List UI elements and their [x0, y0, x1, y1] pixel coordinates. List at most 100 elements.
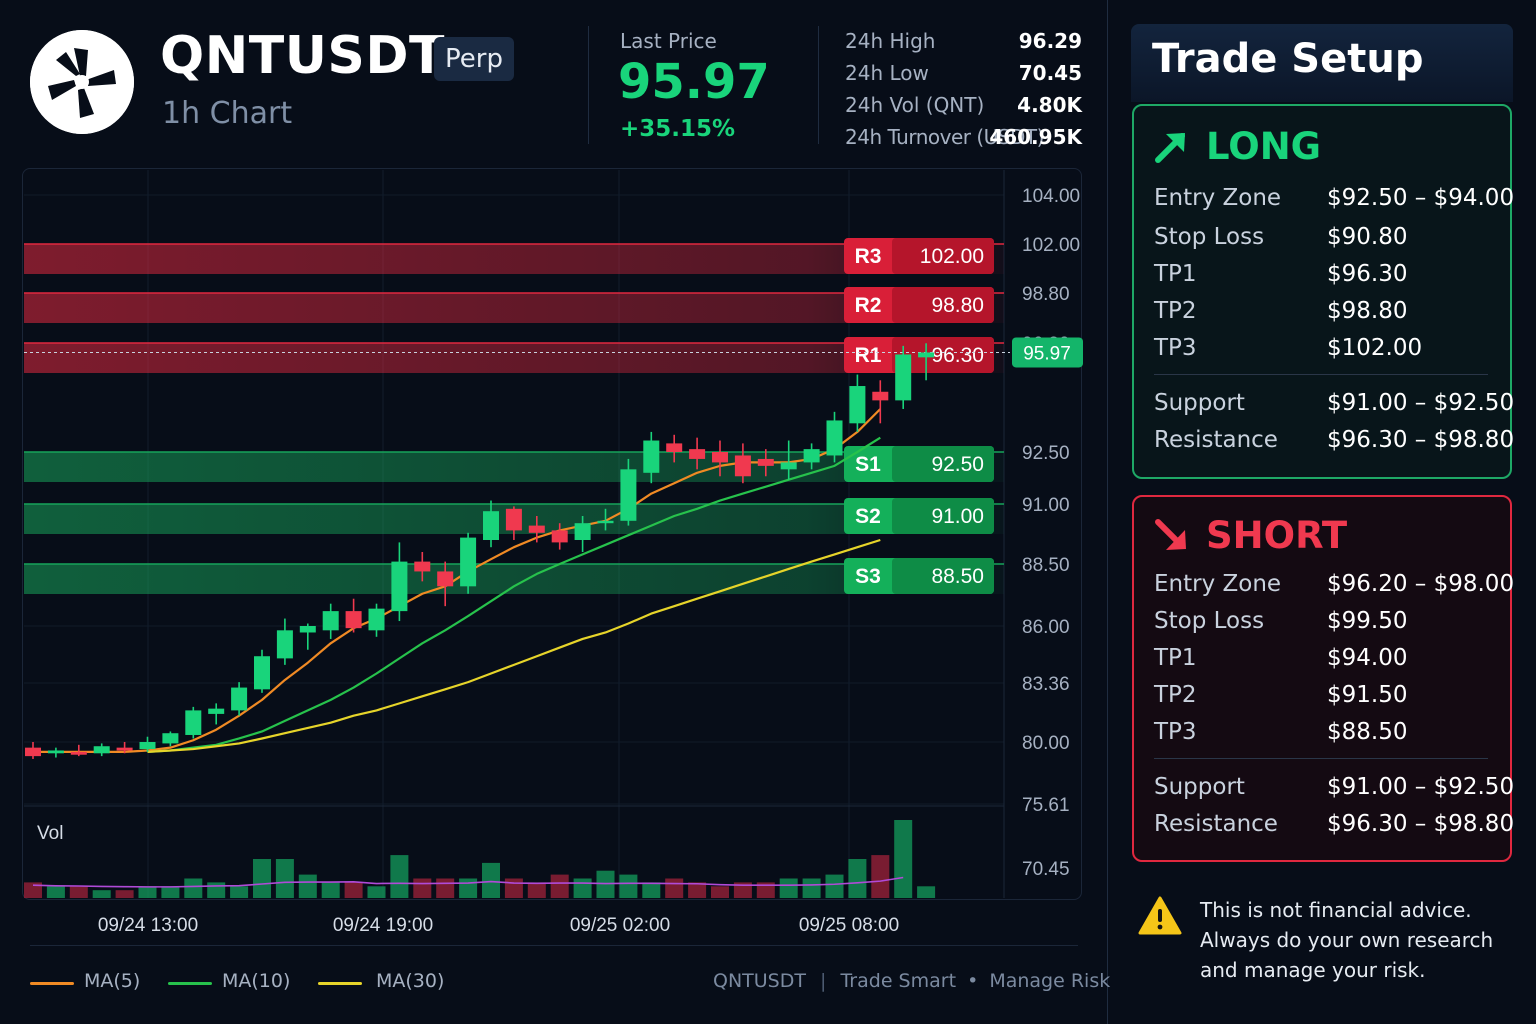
level-value-s2: 91.00 — [931, 505, 984, 528]
candle-up — [231, 687, 248, 711]
long-resistance-value: $96.30 – $98.80 — [1327, 427, 1515, 453]
short-tp2-label: TP2 — [1154, 682, 1197, 708]
volume-bar — [321, 882, 340, 898]
volume-ma-line — [32, 876, 904, 888]
long-tp1-value: $96.30 — [1327, 261, 1408, 287]
footer-slogan-2: Manage Risk — [989, 970, 1111, 992]
short-tp1-label: TP1 — [1154, 645, 1197, 671]
volume-bar — [24, 882, 42, 898]
candle-up — [826, 420, 843, 456]
level-badge-value-bg — [892, 558, 994, 594]
price-tick-label: 70.45 — [1022, 859, 1070, 880]
arrow-down-right-icon — [1152, 516, 1192, 560]
level-value-r3: 102.00 — [920, 245, 984, 268]
volume-bar — [230, 886, 249, 898]
volume-bar — [711, 886, 729, 898]
long-support-label: Support — [1154, 390, 1245, 416]
candle-up — [597, 520, 614, 524]
long-support-value: $91.00 – $92.50 — [1327, 390, 1515, 416]
volume-bar — [665, 878, 684, 898]
price-tick-label: 80.00 — [1022, 733, 1070, 754]
price-change-percent: +35.15% — [620, 116, 736, 142]
current-price-badge — [1012, 337, 1083, 368]
volume-bar — [688, 882, 707, 898]
candle-down — [505, 508, 522, 531]
candle-down — [872, 391, 889, 401]
candle-down — [528, 525, 545, 533]
volume-bar — [436, 878, 455, 898]
candle-up — [299, 626, 316, 633]
level-badge-value-bg — [892, 498, 994, 534]
volume-bar — [46, 886, 65, 898]
volume-bar — [825, 874, 844, 898]
short-stop-loss-value: $99.50 — [1327, 608, 1408, 634]
candle-up — [47, 750, 64, 754]
long-card-divider — [1154, 374, 1488, 375]
level-band-r1 — [24, 343, 1004, 373]
price-tick-label: 75.61 — [1022, 795, 1070, 816]
candle-up — [276, 630, 293, 659]
price-tick-label: 83.36 — [1022, 674, 1070, 695]
volume-bar — [459, 878, 478, 898]
legend-ma5-swatch — [30, 982, 74, 985]
short-resistance-label: Resistance — [1154, 811, 1278, 837]
level-name-r1: R1 — [855, 344, 882, 367]
level-value-r2: 98.80 — [931, 294, 984, 317]
time-tick-label: 09/24 13:00 — [98, 915, 198, 936]
level-name-s3: S3 — [855, 565, 881, 588]
volume-bar — [253, 859, 271, 898]
legend-ma10-label: MA(10) — [222, 970, 291, 992]
footer-slogan: Trade Smart — [840, 970, 957, 992]
level-badge-value-bg — [892, 238, 994, 274]
volume-bar — [894, 820, 913, 898]
long-entry-zone-label: Entry Zone — [1154, 185, 1282, 211]
candle-up — [93, 746, 110, 754]
legend-ma30-label: MA(30) — [376, 970, 445, 992]
candle-up — [368, 608, 385, 631]
candle-down — [414, 561, 431, 572]
long-tp3-label: TP3 — [1154, 335, 1197, 361]
ma-line-ma10 — [147, 436, 881, 753]
candle-down — [25, 747, 41, 757]
stat-label-24h-high: 24h High — [845, 29, 936, 53]
short-stop-loss-label: Stop Loss — [1154, 608, 1265, 634]
candle-down — [551, 530, 568, 543]
last-price-value: 95.97 — [618, 54, 770, 110]
price-tick-label: 86.00 — [1022, 617, 1070, 638]
volume-bar — [184, 878, 203, 898]
short-resistance-value: $96.30 – $98.80 — [1327, 811, 1515, 837]
long-resistance-label: Resistance — [1154, 427, 1278, 453]
price-tick-label: 98.80 — [1022, 284, 1070, 305]
level-name-s1: S1 — [855, 453, 881, 476]
candlestick-chart[interactable]: R3 102.00 R2 98.80 R1 96.30 S1 92.50 S2 91.00 S3 88… — [0, 0, 1108, 1024]
candle-down — [666, 443, 683, 452]
panel-divider — [1107, 0, 1108, 1024]
long-setup-card — [1132, 104, 1512, 479]
candle-down — [116, 747, 133, 751]
stat-value-24h-high: 96.29 — [1018, 29, 1082, 53]
volume-bar — [596, 870, 615, 898]
volume-bar — [298, 874, 317, 898]
warning-icon — [1138, 896, 1182, 940]
arrow-up-right-icon — [1152, 126, 1192, 170]
volume-bar — [550, 874, 569, 898]
level-value-s3: 88.50 — [931, 565, 984, 588]
short-tp2-value: $91.50 — [1327, 682, 1408, 708]
short-entry-zone-value: $96.20 – $98.00 — [1327, 571, 1515, 597]
stat-label-24h-low: 24h Low — [845, 61, 929, 85]
ma-line-ma30 — [147, 538, 881, 753]
volume-bar — [207, 882, 226, 898]
candle-down — [345, 611, 362, 629]
symbol-title: QNTUSDT — [160, 26, 446, 86]
footer-dot: • — [967, 970, 979, 992]
volume-pane-label: Vol — [37, 823, 63, 844]
short-tp3-value: $88.50 — [1327, 719, 1408, 745]
volume-bar — [482, 862, 500, 898]
candle-down — [689, 449, 706, 459]
price-tick-label: 91.00 — [1022, 495, 1070, 516]
price-tick-label: 102.00 — [1022, 235, 1080, 256]
time-tick-label: 09/25 02:00 — [570, 915, 670, 936]
volume-bar — [275, 859, 294, 898]
long-tp1-label: TP1 — [1154, 261, 1197, 287]
candle-up — [643, 440, 660, 473]
